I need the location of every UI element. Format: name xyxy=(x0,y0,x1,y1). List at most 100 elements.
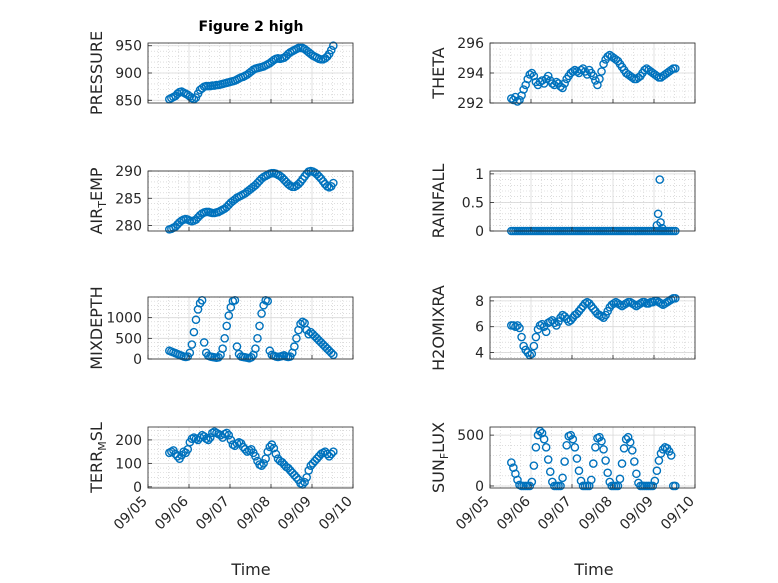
data-point xyxy=(527,349,537,359)
y-tick-label: 296 xyxy=(457,36,484,52)
data-point xyxy=(562,440,571,450)
data-point xyxy=(521,345,530,355)
data-point xyxy=(541,327,551,337)
y-axis-label-rest: LUX xyxy=(429,422,448,453)
x-tick-label: 09/09 xyxy=(617,494,657,534)
y-tick-label: 0 xyxy=(475,224,484,240)
data-point xyxy=(560,79,569,88)
data-point xyxy=(543,455,553,464)
y-axis-label-main: AIR xyxy=(87,208,106,235)
data-point xyxy=(652,466,662,476)
data-point xyxy=(265,442,275,452)
data-point xyxy=(664,447,674,456)
data-point xyxy=(548,315,557,325)
y-tick-label: 1000 xyxy=(106,311,142,327)
y-axis-label: RAINFALL xyxy=(429,164,448,239)
data-point xyxy=(572,309,582,319)
x-tick-label: 09/10 xyxy=(316,494,356,534)
data-point xyxy=(650,476,660,486)
data-point xyxy=(247,353,256,362)
data-point xyxy=(240,444,250,454)
data-point xyxy=(329,41,338,51)
data-point xyxy=(259,459,268,468)
data-point xyxy=(525,481,535,491)
data-point xyxy=(232,342,242,351)
data-point xyxy=(556,313,565,322)
data-point xyxy=(513,97,522,106)
x-tick-label: 09/05 xyxy=(111,494,151,534)
data-point xyxy=(531,443,541,452)
data-point xyxy=(224,311,234,320)
y-axis-label: THETA xyxy=(429,47,448,99)
data-point xyxy=(314,172,324,181)
subplot-h2omixra: 4 6 8 H2OMIXRA xyxy=(429,285,696,371)
data-point xyxy=(671,64,680,73)
data-point xyxy=(619,444,629,453)
data-point xyxy=(187,340,197,349)
data-point xyxy=(533,430,543,440)
y-tick-label: 0 xyxy=(133,352,142,368)
y-axis-label: MIXDEPTH xyxy=(87,286,106,369)
data-point xyxy=(666,451,676,460)
data-point xyxy=(572,454,582,463)
data-point xyxy=(206,433,215,442)
data-point xyxy=(648,481,658,491)
data-point xyxy=(550,318,559,328)
y-tick-label: 0 xyxy=(475,479,484,495)
y-axis-label-rest: EMP xyxy=(87,167,106,201)
y-tick-label: 0 xyxy=(133,480,142,496)
data-point xyxy=(543,71,553,81)
x-tick-label: 09/10 xyxy=(658,494,698,534)
data-point xyxy=(586,301,596,311)
data-point xyxy=(326,449,336,459)
data-point xyxy=(566,315,576,325)
data-point xyxy=(556,481,565,491)
data-point xyxy=(326,348,336,358)
figure-title: Figure 2 high xyxy=(199,19,304,35)
data-point xyxy=(185,348,195,358)
data-point xyxy=(574,466,584,476)
data-point xyxy=(255,321,264,331)
data-point xyxy=(625,437,635,447)
data-point xyxy=(666,65,676,75)
data-point xyxy=(541,443,551,452)
data-point xyxy=(657,223,667,233)
data-point xyxy=(568,67,578,76)
x-tick-label: 09/05 xyxy=(453,494,493,534)
data-point xyxy=(627,73,637,82)
axes-box xyxy=(489,170,696,232)
data-point xyxy=(529,461,539,470)
data-point xyxy=(251,344,260,353)
data-point xyxy=(599,313,608,322)
data-point xyxy=(630,457,639,466)
data-point xyxy=(302,325,311,335)
y-axis-label: TERRMSL xyxy=(87,422,109,494)
data-point xyxy=(570,443,580,452)
y-tick-label: 4 xyxy=(475,346,484,362)
data-point xyxy=(589,304,598,313)
data-point xyxy=(603,52,612,61)
x-tick-label: 09/09 xyxy=(275,494,315,534)
data-point xyxy=(253,334,262,343)
data-point xyxy=(599,445,608,454)
x-tick-label: 09/06 xyxy=(494,493,534,533)
data-point xyxy=(269,443,279,453)
data-point xyxy=(652,71,662,81)
y-tick-label: 6 xyxy=(475,320,484,336)
data-point xyxy=(537,319,547,329)
y-tick-label: 280 xyxy=(115,219,142,235)
data-point xyxy=(595,74,604,84)
data-point xyxy=(222,321,232,331)
data-point xyxy=(560,312,569,321)
data-point xyxy=(523,348,533,357)
data-point xyxy=(529,341,539,351)
data-point xyxy=(535,426,545,436)
data-point xyxy=(218,344,227,353)
y-tick-label: 950 xyxy=(115,39,142,55)
y-tick-label: 0.5 xyxy=(462,195,484,211)
subplot-grid: 850 900 950 PRESSURE 292 294 296 THETA 280 285 290… xyxy=(87,31,698,533)
data-point xyxy=(173,89,182,99)
data-point xyxy=(263,447,273,456)
